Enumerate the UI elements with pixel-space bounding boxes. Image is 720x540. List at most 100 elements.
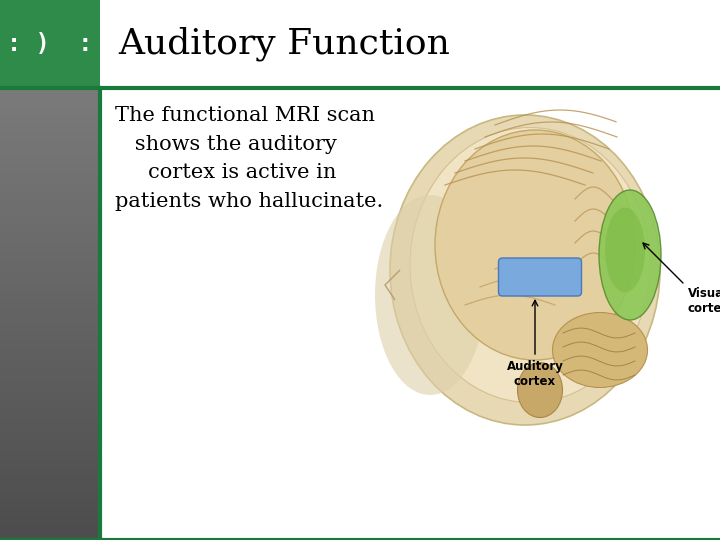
Bar	[0, 454, 100, 458]
Bar	[0, 192, 100, 197]
Bar	[0, 359, 100, 364]
Bar	[0, 481, 100, 486]
Bar	[0, 458, 100, 463]
Bar	[0, 332, 100, 336]
Bar	[0, 160, 100, 165]
Bar	[0, 364, 100, 368]
Bar	[0, 314, 100, 319]
Bar	[0, 522, 100, 526]
Bar	[0, 111, 100, 115]
Bar	[0, 147, 100, 151]
Bar	[0, 490, 100, 495]
Bar	[0, 414, 100, 418]
Bar	[0, 165, 100, 170]
Bar	[0, 292, 100, 296]
Bar	[0, 237, 100, 242]
Bar	[0, 305, 100, 309]
FancyBboxPatch shape	[498, 258, 582, 296]
Bar	[0, 287, 100, 292]
Bar	[0, 233, 100, 237]
Bar	[0, 531, 100, 536]
Bar	[0, 178, 100, 183]
Bar	[0, 422, 100, 427]
Bar	[0, 328, 100, 332]
Bar	[0, 450, 100, 454]
Bar	[0, 536, 100, 540]
Bar	[0, 386, 100, 391]
Bar	[0, 463, 100, 468]
Bar	[0, 214, 100, 219]
Bar	[0, 508, 100, 513]
Bar	[0, 296, 100, 300]
Bar	[0, 319, 100, 323]
Bar	[0, 219, 100, 224]
Bar	[0, 156, 100, 160]
Bar	[0, 170, 100, 174]
Bar	[0, 120, 100, 124]
Bar	[0, 88, 100, 92]
Bar	[0, 513, 100, 517]
Bar	[0, 102, 100, 106]
Bar	[0, 486, 100, 490]
Bar	[0, 441, 100, 445]
Ellipse shape	[552, 313, 647, 388]
Ellipse shape	[435, 130, 635, 360]
Bar	[0, 404, 100, 409]
Bar	[0, 206, 100, 210]
Ellipse shape	[599, 190, 661, 320]
Bar	[0, 400, 100, 404]
Bar	[0, 251, 100, 255]
Bar	[0, 201, 100, 206]
Bar	[0, 255, 100, 260]
Bar	[0, 246, 100, 251]
Bar	[0, 500, 100, 504]
Bar	[0, 355, 100, 359]
Bar	[0, 151, 100, 156]
Bar	[0, 418, 100, 422]
Bar	[0, 0, 100, 88]
Bar	[0, 242, 100, 246]
Bar	[0, 224, 100, 228]
Text: The functional MRI scan
   shows the auditory
     cortex is active in
patients : The functional MRI scan shows the audito…	[115, 106, 383, 211]
Bar	[0, 341, 100, 346]
Text: Auditory Function: Auditory Function	[118, 27, 450, 61]
Bar	[0, 468, 100, 472]
Text: Auditory
cortex: Auditory cortex	[507, 360, 564, 388]
Bar	[0, 92, 100, 97]
Bar	[0, 336, 100, 341]
Bar	[0, 124, 100, 129]
Bar	[0, 495, 100, 500]
Bar	[0, 472, 100, 477]
Bar	[0, 106, 100, 111]
Bar	[0, 183, 100, 187]
Bar	[0, 391, 100, 395]
Bar	[0, 278, 100, 282]
Bar	[0, 409, 100, 414]
Bar	[0, 395, 100, 400]
Bar	[0, 210, 100, 214]
Bar	[0, 129, 100, 133]
Ellipse shape	[410, 127, 650, 402]
Bar	[0, 269, 100, 273]
Bar	[0, 0, 720, 88]
Text: Visual
cortex: Visual cortex	[688, 287, 720, 315]
Bar	[0, 436, 100, 441]
Bar	[0, 309, 100, 314]
Bar	[0, 197, 100, 201]
Bar	[0, 350, 100, 355]
Bar	[0, 97, 100, 102]
Bar	[0, 260, 100, 264]
Bar	[0, 382, 100, 386]
Ellipse shape	[375, 195, 485, 395]
Bar	[0, 427, 100, 431]
Bar	[0, 300, 100, 305]
Bar	[0, 187, 100, 192]
Bar	[0, 373, 100, 377]
Ellipse shape	[518, 362, 562, 417]
Ellipse shape	[605, 207, 645, 293]
Bar	[0, 323, 100, 328]
Bar	[0, 282, 100, 287]
Bar	[0, 228, 100, 233]
Bar	[0, 477, 100, 481]
Bar	[0, 138, 100, 142]
